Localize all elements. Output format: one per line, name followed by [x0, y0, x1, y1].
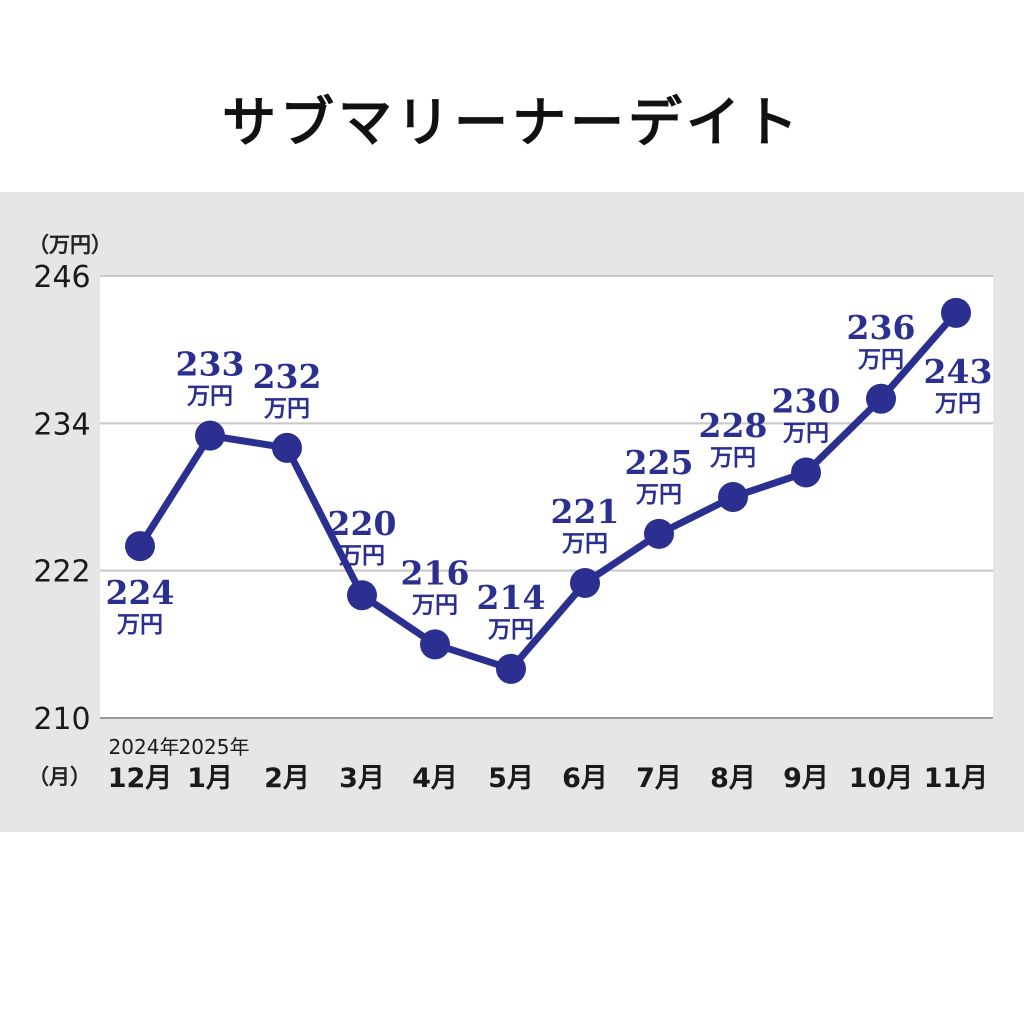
data-point [644, 518, 674, 549]
x-tick-label: 2月 [264, 763, 310, 794]
grid-lines [100, 275, 993, 719]
data-label-unit: 万円 [710, 445, 756, 471]
plot-area [100, 276, 993, 718]
x-tick-label: 12月 [108, 763, 173, 794]
data-label-unit: 万円 [339, 543, 385, 569]
x-tick-label: 8月 [710, 763, 756, 794]
x-tick-label: 4月 [412, 763, 458, 794]
data-label-value: 224 [106, 573, 175, 612]
data-label-value: 236 [847, 308, 916, 347]
data-label-value: 221 [551, 492, 620, 531]
data-label-value: 233 [176, 345, 245, 384]
data-point [570, 567, 600, 598]
y-axis-label: （万円） [28, 233, 112, 257]
data-label-value: 220 [328, 504, 397, 543]
x-tick-label: 6月 [562, 763, 608, 794]
x-tick-label: 5月 [488, 763, 534, 794]
data-label-unit: 万円 [264, 396, 310, 422]
year-label: 2025年 [179, 735, 250, 759]
data-point [496, 653, 526, 684]
data-label-value: 225 [625, 443, 694, 482]
data-label-unit: 万円 [562, 531, 608, 557]
data-label-unit: 万円 [858, 347, 904, 373]
data-label-unit: 万円 [488, 617, 534, 643]
y-tick-label: 234 [33, 407, 90, 442]
year-labels: 2024年 2025年 [109, 735, 250, 759]
chart-title: サブマリーナーデイト [222, 91, 802, 154]
data-points [125, 297, 971, 684]
data-label-unit: 万円 [412, 592, 458, 618]
data-label-unit: 万円 [783, 420, 829, 446]
year-label: 2024年 [109, 735, 180, 759]
data-label-value: 232 [253, 357, 322, 396]
data-label-unit: 万円 [636, 482, 682, 508]
y-axis-ticks: 210 222 234 246 [33, 260, 90, 737]
x-tick-label: 7月 [636, 763, 682, 794]
data-point [272, 432, 302, 463]
x-tick-label: 1月 [187, 763, 233, 794]
data-label-value: 243 [924, 352, 993, 391]
y-tick-label: 246 [33, 260, 90, 295]
data-point [941, 297, 971, 328]
x-tick-label: 11月 [924, 763, 989, 794]
x-tick-label: 9月 [783, 763, 829, 794]
data-label-unit: 万円 [117, 612, 163, 638]
x-tick-label: 3月 [339, 763, 385, 794]
data-label-unit: 万円 [187, 384, 233, 410]
data-point [791, 457, 821, 488]
data-label-value: 214 [477, 578, 546, 617]
y-tick-label: 210 [33, 702, 90, 737]
data-label-value: 230 [772, 381, 841, 420]
data-label-value: 216 [401, 553, 470, 592]
data-point [195, 420, 225, 451]
data-label-unit: 万円 [935, 391, 981, 417]
x-axis-ticks: 12月 1月 2月 3月 4月 5月 6月 7月 8月 9月 10月 11月 [108, 763, 989, 794]
data-point [866, 383, 896, 414]
y-tick-label: 222 [33, 555, 90, 590]
x-tick-label: 10月 [849, 763, 914, 794]
data-point [347, 580, 377, 611]
data-point [718, 482, 748, 512]
x-axis-label: （月） [28, 765, 91, 789]
data-point [420, 629, 450, 660]
data-label-value: 228 [699, 406, 768, 445]
data-point [125, 531, 155, 562]
